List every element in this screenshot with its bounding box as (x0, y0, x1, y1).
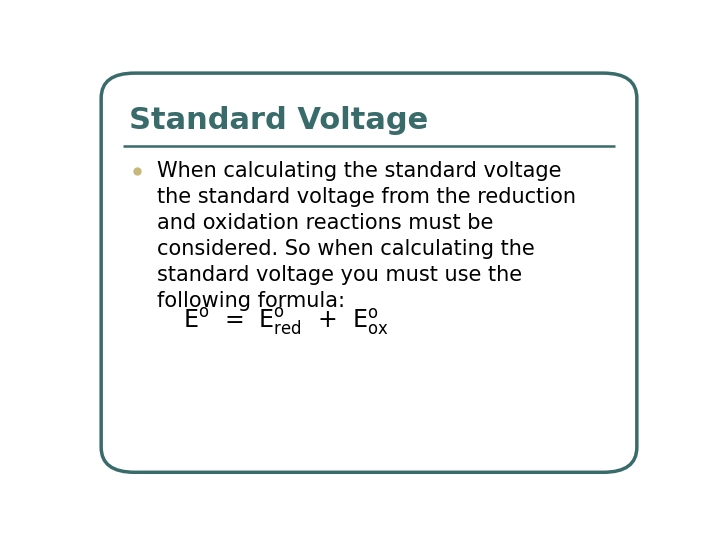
Text: Standard Voltage: Standard Voltage (129, 106, 428, 136)
Text: the standard voltage from the reduction: the standard voltage from the reduction (157, 187, 576, 207)
Text: standard voltage you must use the: standard voltage you must use the (157, 265, 522, 285)
FancyBboxPatch shape (101, 73, 637, 472)
Text: When calculating the standard voltage: When calculating the standard voltage (157, 161, 562, 181)
Text: $\mathregular{E^o}$  =  $\mathregular{E^o_{red}}$  +  $\mathregular{E^o_{ox}}$: $\mathregular{E^o}$ = $\mathregular{E^o_… (183, 307, 388, 338)
Text: considered. So when calculating the: considered. So when calculating the (157, 239, 535, 259)
Text: and oxidation reactions must be: and oxidation reactions must be (157, 213, 493, 233)
Text: following formula:: following formula: (157, 291, 345, 310)
